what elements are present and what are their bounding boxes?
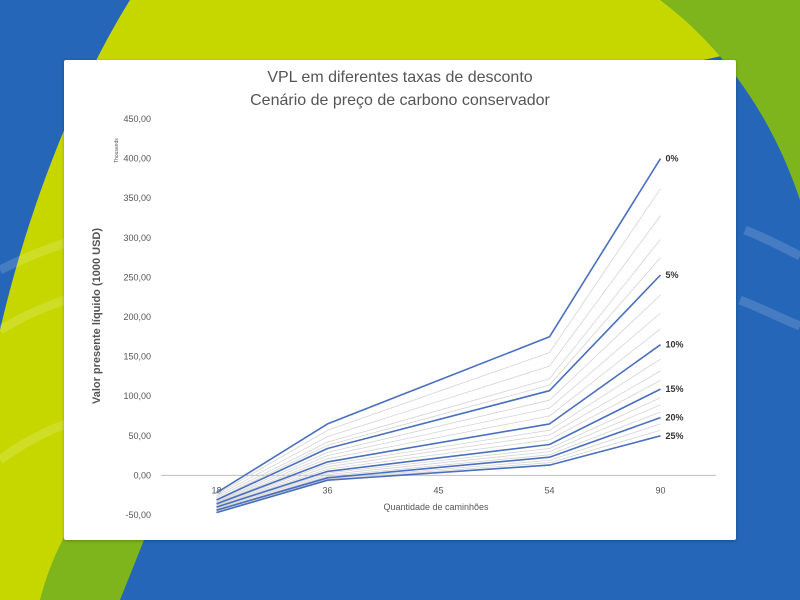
y-tick-label: 300,00: [123, 233, 151, 243]
series-line-minor: [216, 312, 661, 503]
series-line-25pct: [216, 435, 661, 514]
series-line-minor: [216, 404, 661, 510]
series-line-minor: [216, 294, 661, 502]
series-end-label: 10%: [666, 340, 684, 350]
series-line-10pct: [216, 344, 661, 505]
series-line-minor: [216, 188, 661, 495]
series-line-minor: [216, 411, 661, 510]
series-line-minor: [216, 328, 661, 504]
chart-subtitle: Cenário de preço de carbono conservador: [250, 92, 550, 109]
y-tick-label: 400,00: [123, 154, 151, 164]
series-end-label: 5%: [666, 270, 679, 280]
x-tick-label: 36: [322, 485, 332, 495]
x-tick-label: 18: [211, 485, 221, 495]
background-stripe: [738, 295, 800, 331]
y-tick-label: 250,00: [123, 272, 151, 282]
x-tick-label: 90: [655, 485, 665, 495]
series-line-20pct: [216, 416, 661, 511]
series-line-15pct: [216, 388, 661, 508]
series-end-label: 25%: [666, 431, 684, 441]
series-line-minor: [216, 358, 661, 506]
chart-title: VPL em diferentes taxas de desconto: [267, 69, 532, 86]
chart-card: VPL em diferentes taxas de desconto Cená…: [64, 60, 736, 540]
series-line-minor: [216, 397, 661, 509]
x-tick-label: 54: [544, 485, 554, 495]
y-tick-label: 50,00: [128, 431, 151, 441]
y-tick-label: -50,00: [125, 510, 151, 520]
y-tick-label: 200,00: [123, 312, 151, 322]
chart: VPL em diferentes taxas de desconto Cená…: [91, 69, 716, 520]
series-line-minor: [216, 257, 661, 500]
y-tick-label: 350,00: [123, 193, 151, 203]
y-tick-label: 150,00: [123, 352, 151, 362]
series-line-minor: [216, 380, 661, 507]
series-end-label: 15%: [666, 384, 684, 394]
background-stripe: [743, 225, 800, 261]
background-green-band-top: [660, 0, 800, 200]
y-axis-title: Valor presente líquido (1000 USD): [91, 228, 103, 404]
series-line-minor: [216, 370, 661, 506]
series-line-minor: [216, 239, 661, 498]
y-units-label: Thousands: [114, 138, 120, 163]
y-tick-label: 0,00: [133, 470, 151, 480]
plot-area: 450,00400,00350,00300,00250,00200,00150,…: [123, 114, 716, 520]
series-line-5pct: [216, 274, 662, 501]
series-line-0pct: [216, 158, 662, 494]
series-end-label: 20%: [666, 413, 684, 423]
x-axis-title: Quantidade de caminhões: [383, 502, 489, 512]
y-tick-label: 100,00: [123, 391, 151, 401]
x-tick-label: 45: [433, 485, 443, 495]
series-end-label: 0%: [666, 154, 679, 164]
y-tick-label: 450,00: [123, 114, 151, 124]
series-line-minor: [216, 215, 661, 497]
